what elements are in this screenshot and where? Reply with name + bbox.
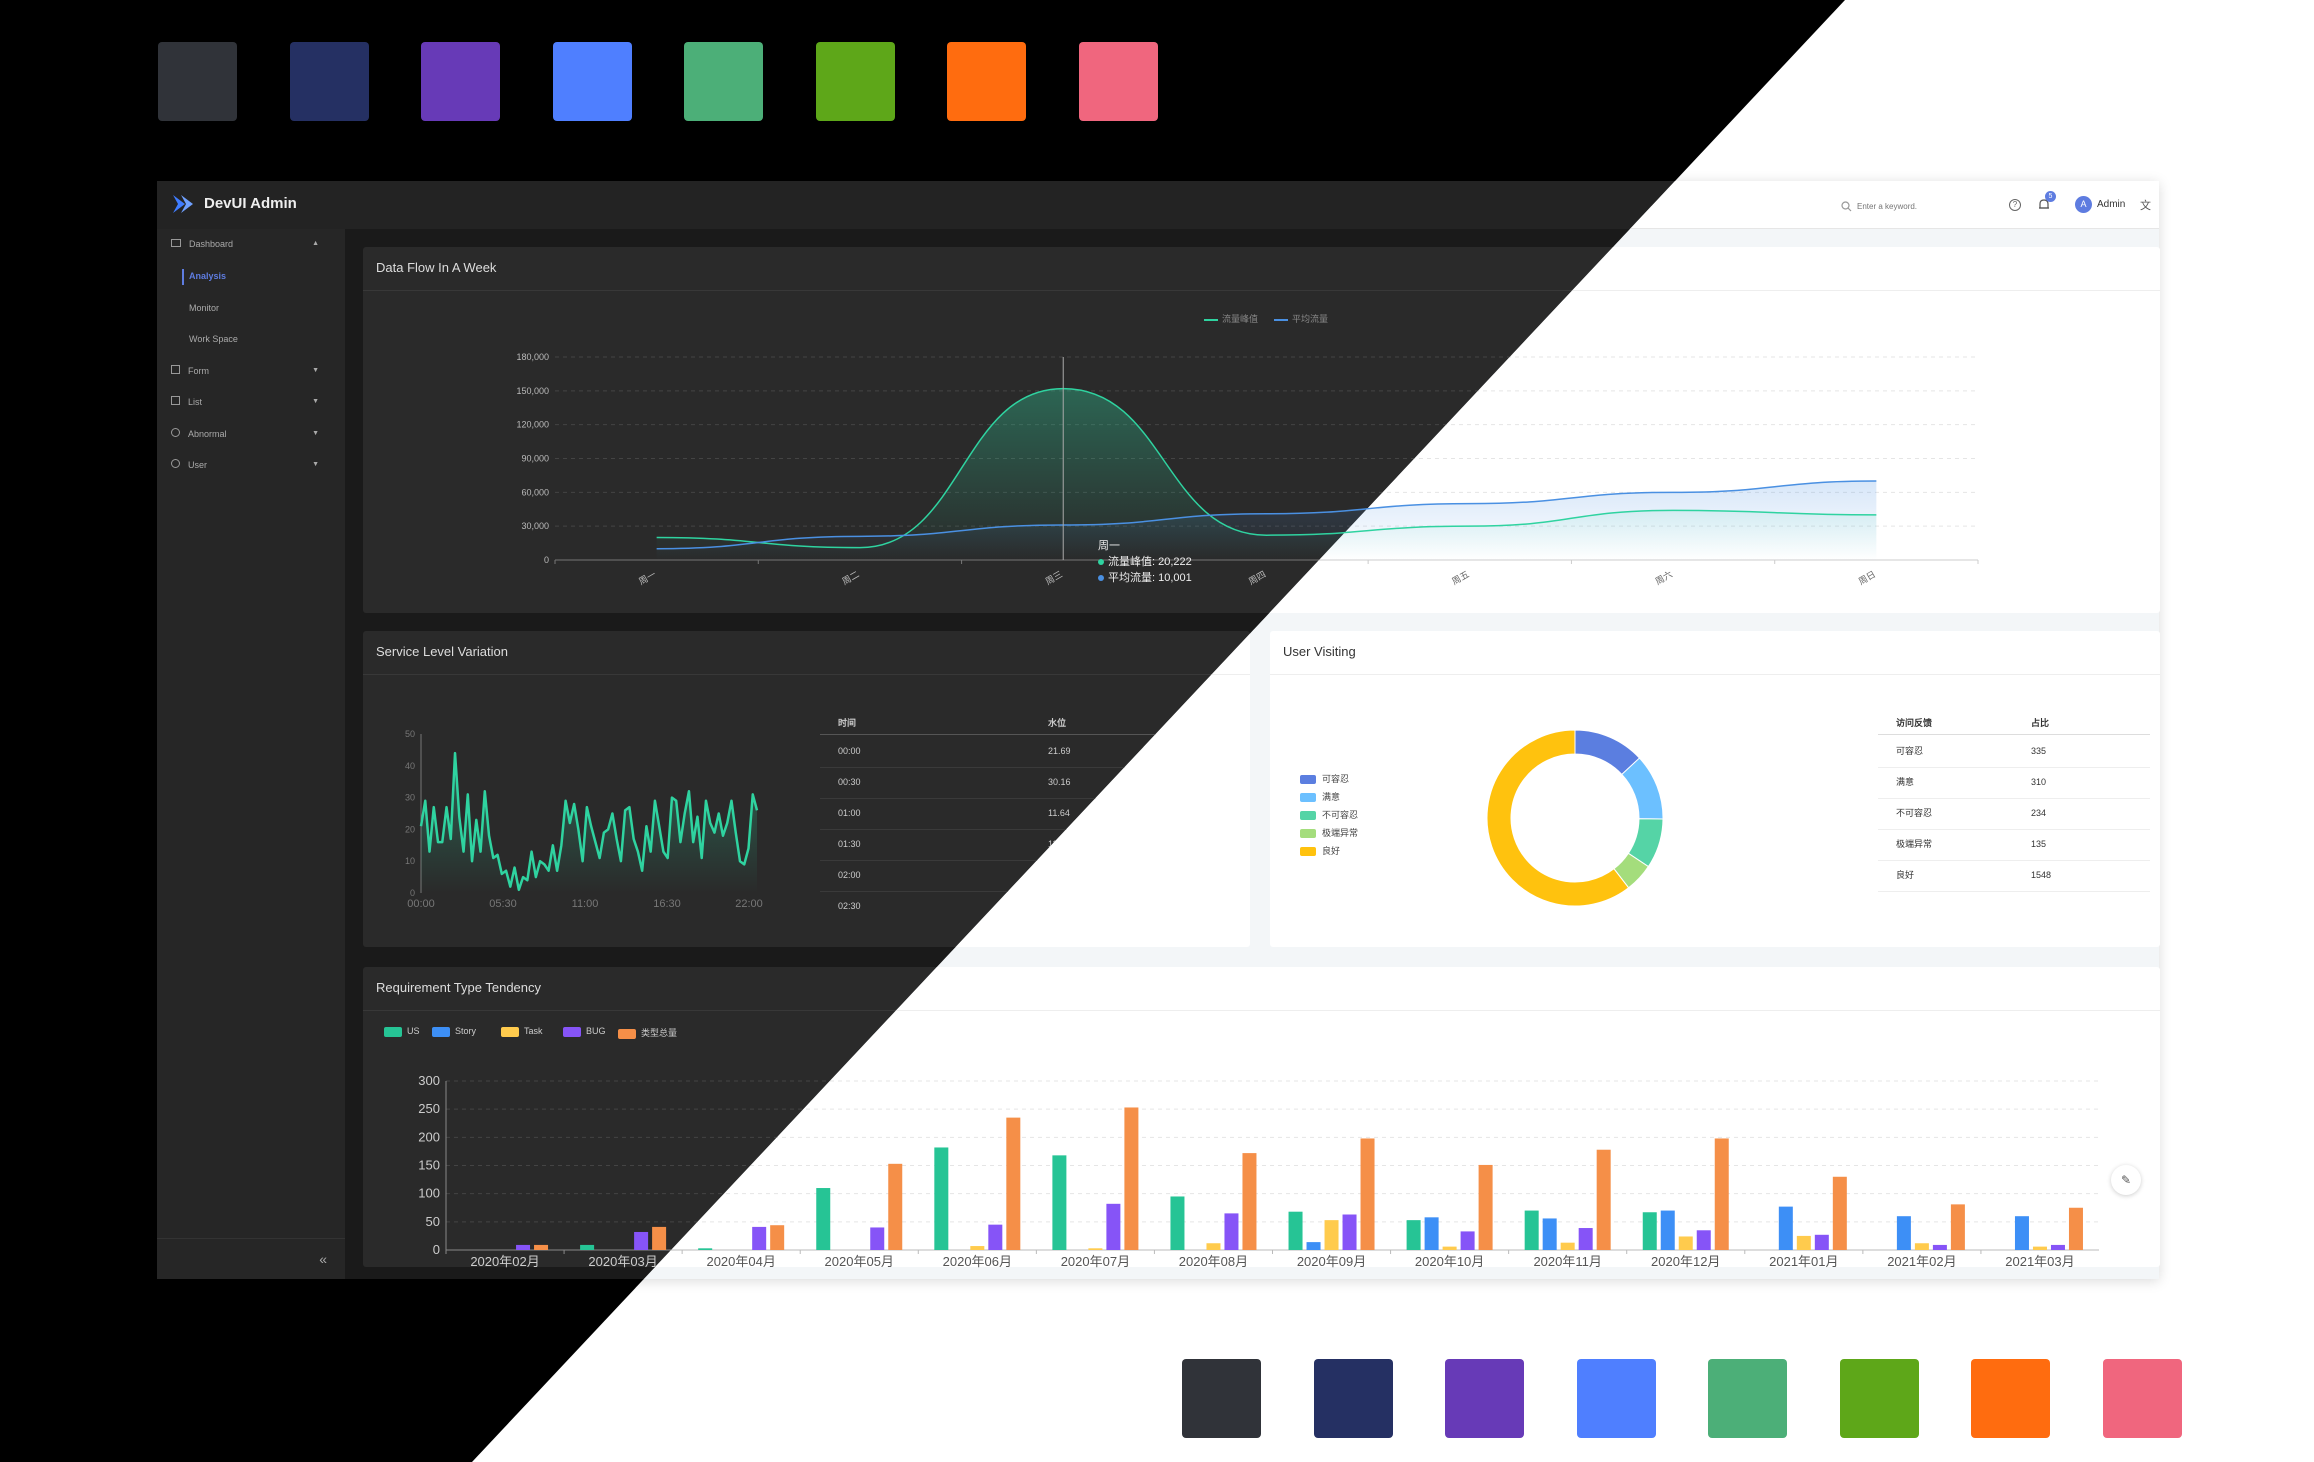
chart-tooltip: 周一 流量峰值: 20,222 平均流量: 10,001 (1098, 538, 1192, 586)
bell-icon[interactable] (2038, 198, 2050, 211)
sidebar-item-user[interactable]: User ▼ (171, 455, 331, 475)
swatch-8 (1079, 42, 1158, 121)
swatch-3 (421, 42, 500, 121)
card-divider (363, 290, 1845, 291)
list-label: List (188, 397, 203, 407)
tooltip-peak-text: 流量峰值: 20,222 (1108, 556, 1192, 568)
search-icon (1841, 201, 1852, 212)
tooltip-avg: 平均流量: 10,001 (1098, 570, 1192, 586)
theme-switch-button[interactable]: ✎ (2111, 1165, 2141, 1195)
sidebar-item-list[interactable]: List ▼ (171, 392, 331, 412)
top-bar: DevUI Admin (157, 181, 1845, 229)
list-icon (171, 396, 180, 405)
user-icon (171, 459, 180, 468)
swatch-3 (1445, 1359, 1524, 1438)
card-title: Requirement Type Tendency (376, 980, 542, 995)
collapse-sidebar-icon[interactable]: « (319, 1251, 327, 1267)
tooltip-peak: 流量峰值: 20,222 (1098, 554, 1192, 570)
swatch-7 (947, 42, 1026, 121)
sidebar-item-form[interactable]: Form ▼ (171, 361, 331, 381)
user-name[interactable]: Admin (2097, 199, 2126, 210)
swatch-7 (1971, 1359, 2050, 1438)
chevron-down-icon: ▼ (312, 430, 319, 437)
devui-logo-icon (173, 195, 193, 213)
swatch-5 (684, 42, 763, 121)
card-divider (363, 674, 1250, 675)
tooltip-day: 周一 (1098, 540, 1120, 552)
notification-badge: 5 (2045, 191, 2056, 202)
sidebar-divider (157, 1238, 345, 1239)
swatch-4 (553, 42, 632, 121)
language-icon[interactable]: 文 (2140, 200, 2151, 212)
card-title: Data Flow In A Week (376, 260, 497, 275)
chevron-down-icon: ▼ (312, 367, 319, 374)
swatch-1 (158, 42, 237, 121)
form-label: Form (188, 366, 209, 376)
card-divider (1270, 674, 2160, 675)
legend-avg-icon (1274, 318, 1288, 321)
visiting-card: User Visiting (1270, 631, 2160, 947)
help-icon[interactable]: ? (2009, 199, 2021, 211)
legend-avg[interactable]: 平均流量 (1274, 312, 1328, 325)
swatch-2 (1314, 1359, 1393, 1438)
active-indicator (182, 269, 184, 285)
chevron-down-icon: ▼ (312, 398, 319, 405)
search-input[interactable] (1855, 196, 1949, 216)
app-name[interactable]: DevUI Admin (204, 195, 297, 212)
legend-avg-label: 平均流量 (1292, 314, 1329, 324)
swatch-8 (2103, 1359, 2182, 1438)
abnormal-label: Abnormal (188, 429, 227, 439)
user-label: User (188, 460, 208, 470)
swatch-6 (816, 42, 895, 121)
card-title: User Visiting (1283, 644, 1356, 659)
dashboard-icon (171, 239, 181, 247)
sidebar-item-abnormal[interactable]: Abnormal ▼ (171, 424, 331, 444)
chevron-down-icon: ▼ (312, 461, 319, 468)
palette-icon: ✎ (2120, 1173, 2132, 1187)
swatch-6 (1840, 1359, 1919, 1438)
sidebar: Dashboard ▲ Analysis Monitor Work Space F… (157, 229, 345, 1279)
swatch-4 (1577, 1359, 1656, 1438)
card-title: Service Level Variation (376, 644, 508, 659)
swatch-2 (290, 42, 369, 121)
tooltip-avg-dot (1098, 575, 1104, 581)
form-icon (171, 365, 180, 374)
sidebar-item-dashboard[interactable]: Dashboard ▲ (171, 234, 331, 254)
sidebar-item-monitor[interactable]: Monitor (189, 303, 220, 313)
legend-peak-label: 流量峰值 (1222, 314, 1259, 324)
chevron-up-icon: ▲ (312, 240, 319, 247)
swatch-1 (1182, 1359, 1261, 1438)
swatch-5 (1708, 1359, 1787, 1438)
sidebar-item-analysis[interactable]: Analysis (189, 271, 227, 281)
avatar[interactable]: A (2075, 196, 2092, 213)
sidebar-item-workspace[interactable]: Work Space (189, 334, 238, 344)
card-divider (472, 1010, 2160, 1011)
tooltip-avg-text: 平均流量: 10,001 (1108, 572, 1192, 584)
legend-peak-icon (1204, 318, 1218, 321)
tooltip-peak-dot (1098, 559, 1104, 565)
legend-peak[interactable]: 流量峰值 (1204, 312, 1258, 325)
dashboard-label: Dashboard (189, 239, 234, 249)
abnormal-icon (171, 428, 180, 437)
